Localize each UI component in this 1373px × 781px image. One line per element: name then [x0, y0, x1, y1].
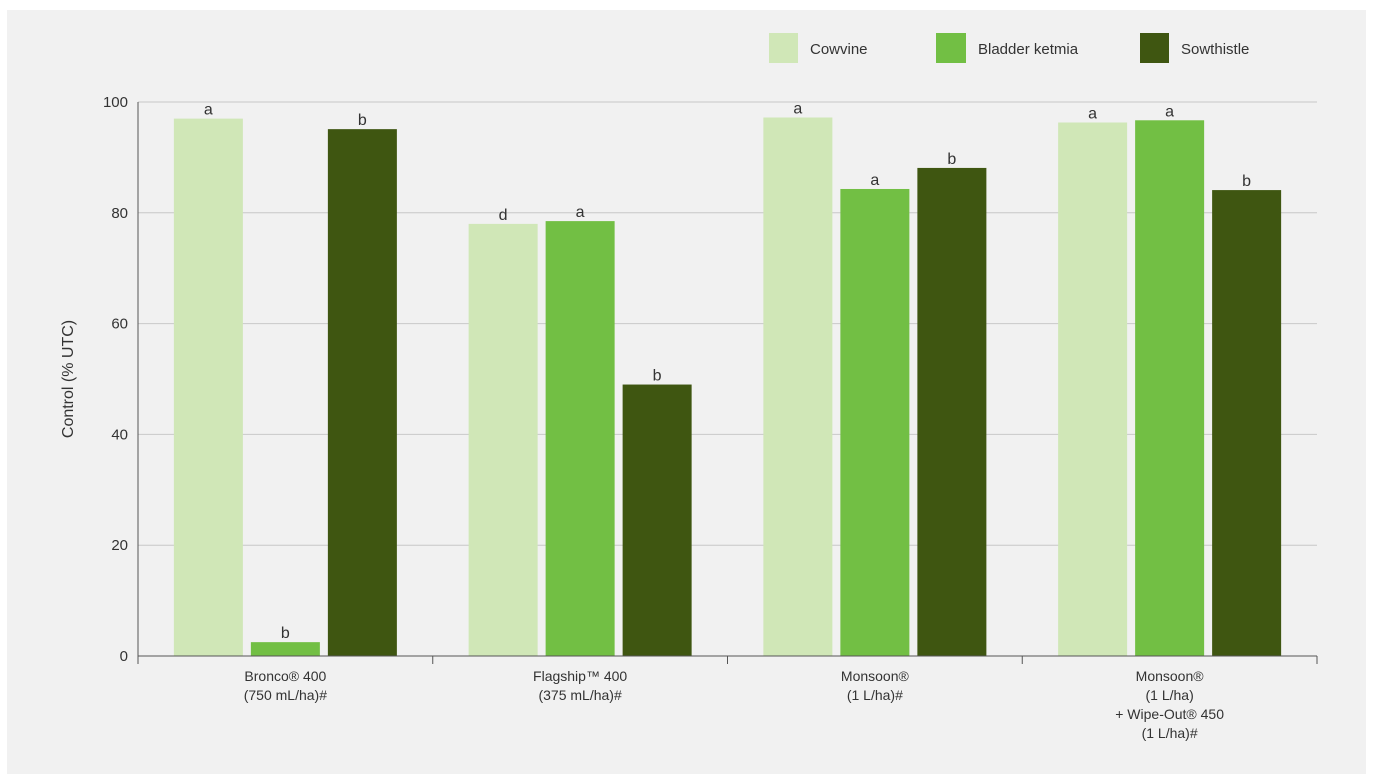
legend-swatch-sowthistle — [1140, 33, 1169, 63]
legend-swatch-cowvine — [769, 33, 798, 63]
significance-label: a — [870, 172, 879, 189]
significance-label: b — [653, 368, 662, 385]
significance-label: b — [947, 151, 956, 168]
legend-label: Cowvine — [810, 41, 868, 58]
bar-sowthistle — [917, 167, 987, 656]
significance-label: d — [499, 207, 508, 224]
bar-cowvine — [1058, 122, 1128, 657]
axes: 0 20 40 60 80 100 Bronco® 400 (750 mL/ha)# Flags… — [103, 94, 1318, 741]
x-category-label: (375 mL/ha)# — [538, 687, 621, 703]
y-axis-title: Control (% UTC) — [60, 320, 77, 438]
x-category-label: (1 L/ha) — [1146, 687, 1194, 703]
bar-bladder-ketmia — [1135, 120, 1205, 657]
y-tick-label: 60 — [111, 316, 128, 333]
bar-cowvine — [468, 223, 538, 656]
bar-bladder-ketmia — [840, 188, 910, 656]
y-tick-label: 0 — [120, 648, 128, 665]
bar-sowthistle — [622, 384, 692, 656]
chart-panel: a d a a b a a a b b b b 0 20 40 60 80 100 Bronco® 400 (750… — [7, 10, 1366, 774]
significance-label: b — [281, 625, 290, 642]
y-tick-label: 40 — [111, 426, 128, 443]
bar-sowthistle — [1212, 190, 1282, 656]
bar-bladder-ketmia — [250, 642, 320, 656]
significance-label: a — [204, 102, 213, 119]
bar-cowvine — [763, 117, 833, 656]
legend-label: Bladder ketmia — [978, 41, 1079, 58]
legend-swatch-bladder-ketmia — [936, 33, 966, 63]
x-category-label: Bronco® 400 — [244, 668, 326, 684]
bar-bladder-ketmia — [545, 221, 615, 657]
legend: Cowvine Bladder ketmia Sowthistle — [769, 33, 1249, 63]
x-category-label: + Wipe-Out® 450 — [1115, 706, 1224, 722]
significance-label: b — [358, 112, 367, 129]
x-category-label: (1 L/ha)# — [847, 687, 903, 703]
significance-label: a — [576, 204, 585, 221]
significance-label: a — [1165, 103, 1174, 120]
x-category-label: (1 L/ha)# — [1142, 725, 1198, 741]
legend-label: Sowthistle — [1181, 41, 1249, 58]
x-category-label: Monsoon® — [1136, 668, 1205, 684]
x-category-label: (750 mL/ha)# — [244, 687, 327, 703]
significance-label: a — [1088, 105, 1097, 122]
y-tick-label: 20 — [111, 537, 128, 554]
x-category-label: Flagship™ 400 — [533, 668, 627, 684]
y-tick-label: 80 — [111, 205, 128, 222]
bar-sowthistle — [327, 129, 397, 656]
bar-chart: a d a a b a a a b b b b 0 20 40 60 80 100 Bronco® 400 (750… — [60, 33, 1318, 741]
significance-label: a — [793, 101, 802, 118]
x-category-label: Monsoon® — [841, 668, 910, 684]
bars: a d a a b a a a b b b b — [173, 101, 1282, 657]
significance-label: b — [1242, 173, 1251, 190]
bar-cowvine — [173, 118, 243, 657]
y-tick-label: 100 — [103, 94, 128, 111]
